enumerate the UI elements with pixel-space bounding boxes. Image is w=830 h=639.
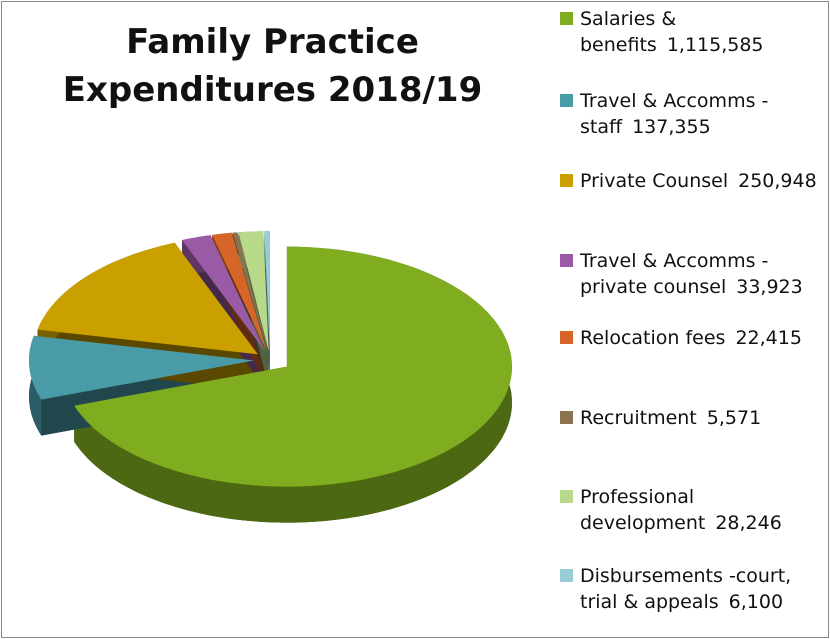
legend-value: 250,948: [738, 170, 817, 192]
legend-label: Disbursements -court, trial & appeals: [580, 565, 792, 613]
pie-slice: [264, 231, 270, 352]
legend-swatch: [560, 490, 573, 503]
legend-value: 6,100: [728, 591, 784, 613]
legend-item: Recruitment 5,571: [558, 405, 820, 431]
legend-swatch: [560, 569, 573, 582]
legend-swatch: [560, 174, 573, 187]
legend-label: Travel & Accomms - staff: [580, 90, 769, 138]
legend-label: Salaries & benefits: [580, 8, 677, 56]
legend-swatch: [560, 94, 573, 107]
legend-value: 28,246: [715, 512, 782, 534]
legend-swatch: [560, 254, 573, 267]
legend-value: 33,923: [736, 276, 803, 298]
pie-slice: [232, 232, 268, 352]
legend-item: Relocation fees 22,415: [558, 325, 820, 351]
chart-title: Family Practice Expenditures 2018/19: [62, 22, 483, 110]
legend-item: Salaries & benefits 1,115,585: [558, 6, 820, 58]
legend-item: Professional development 28,246: [558, 484, 820, 536]
legend-swatch: [560, 331, 573, 344]
legend-swatch: [560, 411, 573, 424]
legend-swatch: [560, 12, 573, 25]
legend-item: Travel & Accomms - staff 137,355: [558, 88, 820, 140]
legend-value: 22,415: [735, 327, 802, 349]
pie-slice: [74, 246, 512, 487]
legend-label: Recruitment: [580, 407, 697, 429]
pie-slice: [238, 231, 269, 352]
legend-item: Private Counsel 250,948: [558, 168, 820, 194]
pie-slice: [29, 335, 254, 400]
legend-value: 1,115,585: [666, 34, 764, 56]
pie-slice: [37, 242, 258, 355]
legend-value: 5,571: [706, 407, 762, 429]
legend-label: Relocation fees: [580, 327, 726, 349]
legend-item: Disbursements -court, trial & appeals 6,1…: [558, 563, 820, 615]
legend-label: Private Counsel: [580, 170, 729, 192]
legend-label: Travel & Accomms - private counsel: [580, 250, 769, 298]
legend-value: 137,355: [632, 116, 711, 138]
legend-item: Travel & Accomms - private counsel 33,923: [558, 248, 820, 300]
pie-slice: [182, 235, 266, 352]
pie-slice: [212, 232, 267, 352]
legend-label: Professional development: [580, 486, 706, 534]
